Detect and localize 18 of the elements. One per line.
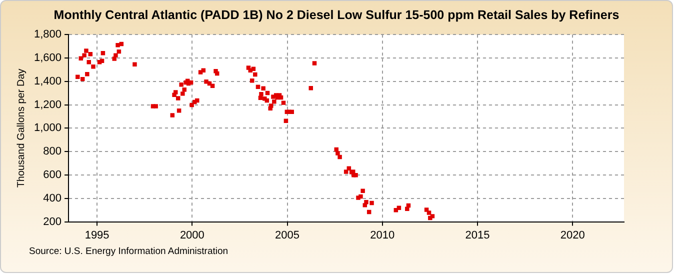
y-tick-label: 600 [43,169,62,182]
y-tick-label: 200 [43,216,62,228]
y-tick-label: 1,400 [34,75,62,88]
source-note: Source: U.S. Energy Information Administration [29,246,228,257]
y-tick-label: 1,600 [34,52,62,64]
y-tick-label: 1,800 [34,28,62,41]
y-tick-label: 800 [43,146,62,158]
y-axis-title: Thousand Gallons per Day [16,68,27,188]
x-tick-label: 2000 [180,229,204,242]
x-tick-label: 2005 [275,229,300,242]
x-tick-label: 2010 [370,229,395,242]
x-tick-label: 1995 [84,229,110,242]
x-tick-label: 2015 [465,229,490,242]
y-tick-label: 1,200 [34,98,62,111]
y-tick-label: 400 [43,192,62,204]
chart-title: Monthly Central Atlantic (PADD 1B) No 2 Diesel Low Sulfur 15-500 ppm Retail Sales by Refiners [52,8,620,22]
x-tick-label: 2020 [560,229,585,242]
y-tick-label: 1,000 [34,122,62,134]
